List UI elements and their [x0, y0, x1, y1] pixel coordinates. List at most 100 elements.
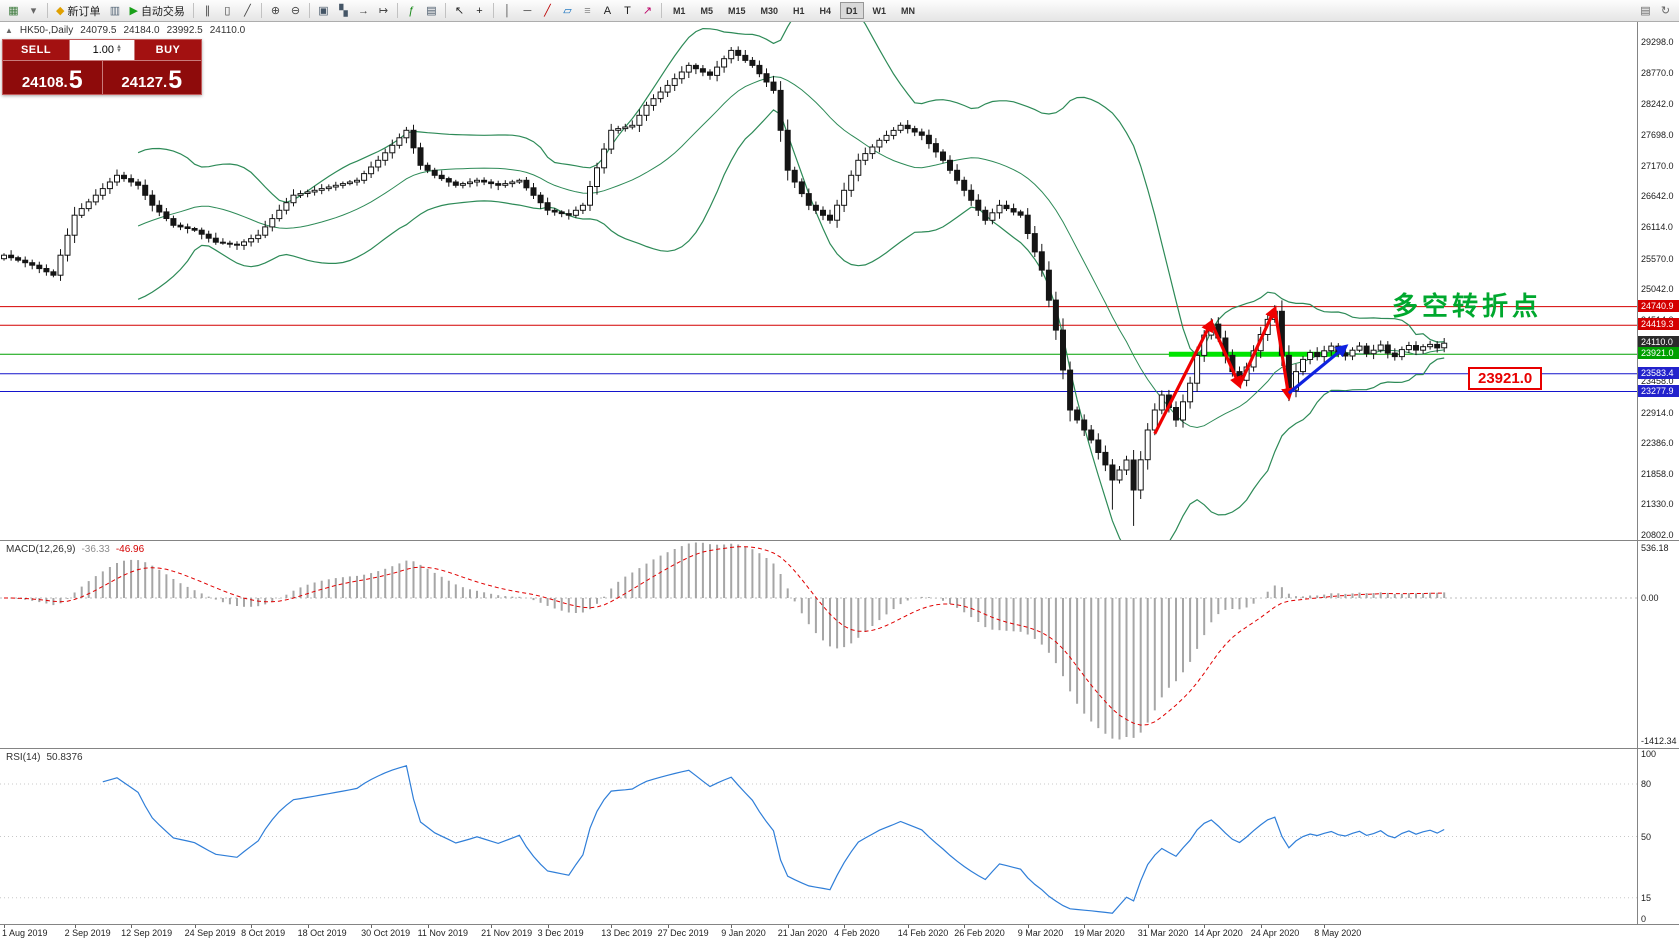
price-tick-label: 26642.0	[1641, 191, 1674, 202]
text-icon[interactable]: A	[603, 4, 612, 17]
price-tick-label: 22386.0	[1641, 438, 1674, 449]
buy-price-main: 24127.	[121, 74, 168, 91]
price-callout-label[interactable]: 23921.0	[1468, 367, 1543, 390]
arrows-tool-icon[interactable]: ↗	[642, 5, 653, 17]
time-tick	[787, 925, 789, 928]
timeframe-m15-button[interactable]: M15	[727, 5, 746, 16]
time-tick	[964, 925, 966, 928]
auto-scroll-icon[interactable]: →	[357, 4, 369, 17]
time-tick	[307, 925, 309, 928]
macd-panel[interactable]: MACD(12,26,9) -36.33 -46.96	[0, 540, 1637, 748]
new-chart-icon[interactable]: ▦	[8, 5, 19, 17]
turning-point-annotation[interactable]: 多空转折点	[1392, 291, 1543, 321]
ohlc-close: 24110.0	[209, 25, 246, 36]
buy-price[interactable]: 24127. 5	[103, 61, 202, 94]
timeframe-m30-button[interactable]: M30	[760, 5, 778, 16]
time-tick	[427, 925, 429, 928]
refresh-icon[interactable]: ↻	[1660, 5, 1671, 17]
indicators-icon[interactable]: ƒ	[408, 4, 415, 17]
timeframe-d1-button[interactable]: D1	[840, 2, 864, 19]
price-tick-label: 21330.0	[1641, 499, 1674, 510]
time-axis-label: 2 Sep 2019	[64, 928, 111, 938]
macd-canvas[interactable]	[0, 541, 1637, 748]
main-chart-canvas[interactable]	[0, 22, 1637, 540]
sell-price-main: 24108.	[21, 74, 68, 91]
time-axis-label: 13 Dec 2019	[601, 928, 653, 938]
time-axis-label: 3 Dec 2019	[537, 928, 584, 938]
timeframe-mn-button[interactable]: MN	[901, 5, 916, 16]
price-tick-label: 25570.0	[1641, 253, 1674, 264]
toolbar-separator	[47, 3, 48, 18]
text-label-icon[interactable]: T	[624, 4, 631, 17]
auto-trading-button[interactable]: ▶ 自动交易	[129, 5, 185, 18]
volume-box: ▲▼	[69, 40, 135, 60]
time-tick	[1027, 925, 1029, 928]
sell-price[interactable]: 24108. 5	[3, 61, 103, 94]
price-tick-label: 28770.0	[1641, 68, 1674, 78]
macd-axis[interactable]: 536.18 0.00 -1412.34	[1637, 540, 1679, 748]
vertical-line-icon[interactable]: │	[504, 4, 511, 17]
rsi-axis[interactable]: 100 80 50 15 0	[1637, 748, 1679, 924]
macd-tick-label: 536.18	[1641, 543, 1669, 553]
volume-input[interactable]	[70, 44, 116, 56]
timeframe-m1-button[interactable]: M1	[672, 5, 686, 16]
one-click-toggle-icon[interactable]: ▲	[5, 26, 13, 35]
page-icon[interactable]: ▤	[1640, 5, 1651, 17]
time-axis-label: 24 Apr 2020	[1250, 928, 1300, 938]
fibonacci-icon[interactable]: ≡	[584, 4, 591, 17]
toolbar-separator	[660, 3, 662, 18]
time-tick	[547, 925, 549, 928]
market-watch-icon[interactable]: ▥	[109, 5, 121, 17]
time-tick	[1324, 925, 1326, 928]
price-axis[interactable]: 29298.0 28770.0 28242.0 27698.0 27170.0 26642…	[1637, 22, 1679, 540]
time-axis-label: 31 Mar 2020	[1137, 928, 1189, 938]
time-axis-label: 24 Sep 2019	[184, 928, 236, 938]
chart-shift-icon[interactable]: ↦	[378, 5, 389, 17]
tile-windows-icon[interactable]: ▣	[318, 5, 329, 17]
new-order-button[interactable]: ◆ 新订单	[56, 5, 101, 18]
chart-profiles-icon[interactable]: ▾	[30, 5, 37, 17]
timeframe-m5-button[interactable]: M5	[700, 5, 713, 16]
timeframe-h4-button[interactable]: H4	[819, 5, 832, 16]
rsi-panel[interactable]: RSI(14) 50.8376	[0, 748, 1637, 924]
zoom-in-icon[interactable]: ⊕	[270, 5, 281, 17]
time-axis-label: 14 Feb 2020	[897, 928, 949, 938]
horizontal-line-icon[interactable]: ─	[523, 4, 532, 17]
timeframe-w1-button[interactable]: W1	[872, 5, 887, 16]
rsi-value: 50.8376	[46, 752, 83, 763]
templates-icon[interactable]: ▤	[426, 5, 437, 17]
time-axis-label: 27 Dec 2019	[657, 928, 709, 938]
buy-button[interactable]: BUY	[155, 44, 181, 56]
timeframe-h1-button[interactable]: H1	[793, 5, 805, 16]
price-marker-tag: 24740.9	[1638, 299, 1679, 312]
volume-down-icon[interactable]: ▼	[116, 48, 122, 54]
time-tick	[611, 925, 613, 928]
time-axis-label: 9 Mar 2020	[1017, 928, 1064, 938]
rsi-tick-label: 15	[1641, 892, 1652, 903]
channel-icon[interactable]: ▱	[563, 5, 572, 17]
time-axis-label: 12 Sep 2019	[121, 928, 173, 938]
cascade-windows-icon[interactable]: ▚	[339, 5, 348, 17]
macd-indicator-label: MACD(12,26,9) -36.33 -46.96	[6, 544, 144, 555]
price-tick-label: 25042.0	[1641, 284, 1674, 295]
line-chart-icon[interactable]: ╱	[244, 5, 251, 17]
volume-up-icon[interactable]: ▲	[116, 44, 122, 51]
rsi-canvas[interactable]	[0, 749, 1637, 924]
zoom-out-icon[interactable]: ⊖	[290, 5, 301, 17]
bar-chart-icon[interactable]: ∥	[204, 5, 211, 17]
trendline-icon[interactable]: ╱	[544, 5, 551, 17]
rsi-tick-label: 0	[1641, 914, 1647, 924]
candlestick-chart-icon[interactable]: ▯	[224, 5, 231, 17]
sell-button[interactable]: SELL	[20, 44, 52, 56]
crosshair-icon[interactable]: +	[476, 4, 483, 17]
cursor-icon[interactable]: ↖	[454, 5, 465, 17]
time-axis-label: 9 Jan 2020	[721, 928, 766, 938]
rsi-tick-label: 80	[1641, 779, 1652, 789]
price-tick-label: 23458.0	[1641, 376, 1674, 386]
time-axis[interactable]: 1 Aug 2019 2 Sep 2019 12 Sep 2019 24 Sep 20…	[0, 924, 1679, 939]
buy-price-pip: 5	[168, 66, 183, 94]
price-tick-label: 29298.0	[1641, 37, 1674, 48]
main-chart-area[interactable]: ▲ HK50-,Daily 24079.5 24184.0 23992.5 24…	[0, 22, 1637, 540]
top-toolbar: ▦ ▾ ◆ 新订单 ▥ ▶ 自动交易 ∥ ▯ ╱ ⊕ ⊖ ▣ ▚ → ↦ ƒ ▤ ↖ + │ ─ ╱ ▱ ≡ A T ↗ M1 M5 M15…	[0, 0, 1679, 22]
ohlc-high: 24184.0	[123, 25, 160, 36]
